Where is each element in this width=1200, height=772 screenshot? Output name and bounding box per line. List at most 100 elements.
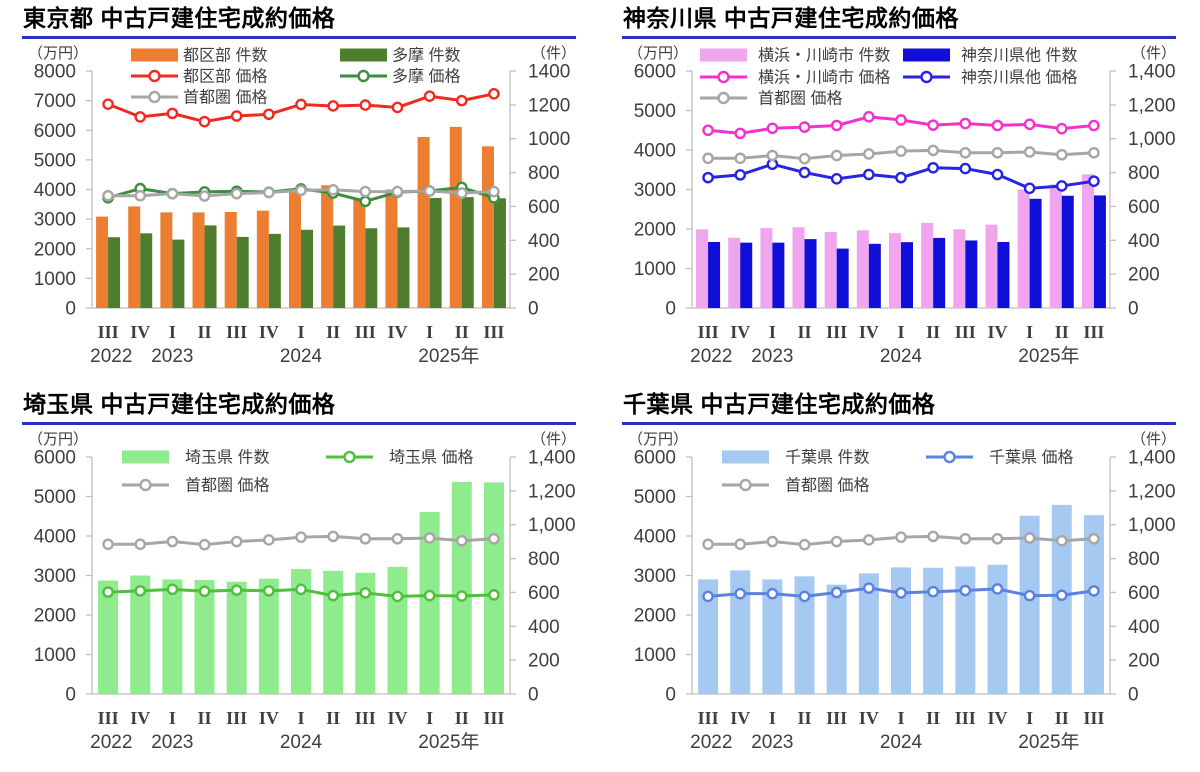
line-series-2 — [702, 144, 1100, 165]
bar-series-0 — [96, 126, 494, 308]
svg-text:IV: IV — [387, 322, 407, 342]
data-point-marker — [423, 589, 436, 602]
data-point-marker — [423, 532, 436, 544]
data-point-marker — [766, 535, 779, 548]
data-point-marker — [927, 119, 939, 131]
chart-title-kanagawa: 神奈川県 中古戸建住宅成約価格 — [623, 5, 959, 31]
data-point-marker — [359, 185, 372, 198]
svg-text:II: II — [926, 708, 940, 728]
svg-text:2022: 2022 — [690, 346, 732, 367]
svg-text:1,000: 1,000 — [1128, 129, 1176, 150]
svg-text:0: 0 — [1128, 299, 1139, 320]
svg-text:1,400: 1,400 — [1128, 62, 1176, 83]
data-point-marker — [295, 184, 307, 197]
legend-bar-swatch — [722, 450, 769, 464]
bar — [792, 227, 805, 308]
data-point-marker — [798, 121, 811, 133]
bar — [353, 199, 366, 308]
bar — [772, 242, 785, 308]
svg-text:6000: 6000 — [634, 448, 676, 469]
data-point-marker — [455, 187, 468, 199]
svg-text:II: II — [455, 322, 469, 342]
data-point-marker — [359, 587, 372, 599]
data-point-marker — [198, 190, 211, 202]
data-point-marker — [959, 146, 972, 159]
legend-line-swatch — [148, 69, 161, 83]
svg-text:III: III — [826, 708, 847, 728]
svg-text:I: I — [426, 322, 433, 342]
data-point-marker — [798, 590, 811, 603]
svg-text:2025年: 2025年 — [418, 345, 479, 367]
data-point-marker — [455, 94, 468, 107]
bar — [417, 137, 430, 308]
bar — [172, 239, 185, 308]
svg-text:II: II — [198, 322, 212, 342]
svg-text:II: II — [1055, 322, 1069, 342]
data-point-marker — [1023, 118, 1036, 131]
svg-text:I: I — [297, 708, 304, 728]
axes: 0 1000 2000 3000 4000 5000 6000 0 200 400 600 800 1,… — [628, 45, 1176, 320]
svg-text:1,400: 1,400 — [528, 448, 576, 469]
data-point-marker — [198, 538, 211, 551]
bar-series-1 — [708, 195, 1106, 308]
chart-title-chiba: 千葉県 中古戸建住宅成約価格 — [623, 391, 936, 417]
svg-text:III: III — [98, 708, 119, 728]
data-point-marker — [702, 124, 714, 137]
svg-text:4000: 4000 — [34, 180, 76, 201]
bar — [1083, 515, 1104, 694]
data-point-marker — [423, 90, 436, 102]
svg-text:2022: 2022 — [690, 732, 732, 753]
title-underline-bar — [22, 422, 576, 425]
svg-text:III: III — [955, 708, 976, 728]
legend-bar-swatch — [340, 48, 387, 62]
bar — [204, 225, 217, 308]
bar — [128, 206, 141, 308]
bar — [933, 237, 946, 308]
bar — [1093, 195, 1106, 308]
svg-text:2022: 2022 — [90, 732, 132, 753]
line-series-1 — [702, 158, 1100, 195]
title-underline-bar — [22, 36, 576, 39]
bar — [955, 566, 976, 694]
data-point-marker — [1088, 585, 1100, 597]
data-point-marker — [134, 189, 147, 202]
svg-text:III: III — [1083, 322, 1104, 342]
data-point-marker — [863, 534, 875, 546]
data-point-marker — [734, 152, 747, 165]
svg-text:1,000: 1,000 — [1128, 515, 1176, 536]
bar — [728, 237, 741, 308]
data-point-marker — [1088, 119, 1100, 132]
svg-text:1,200: 1,200 — [1128, 481, 1176, 502]
bar — [258, 578, 279, 694]
svg-text:I: I — [897, 708, 904, 728]
svg-text:千葉県 件数: 千葉県 件数 — [785, 449, 869, 467]
data-point-marker — [830, 535, 843, 548]
data-point-marker — [134, 111, 147, 123]
data-point-marker — [327, 530, 339, 543]
data-point-marker — [830, 119, 843, 132]
svg-text:1,200: 1,200 — [528, 481, 576, 502]
svg-text:（万円）: （万円） — [628, 431, 688, 448]
legend-bar-swatch — [903, 48, 950, 62]
bar — [760, 228, 773, 308]
svg-text:200: 200 — [528, 651, 560, 672]
bar — [483, 482, 504, 694]
bar — [824, 231, 837, 308]
svg-text:III: III — [483, 708, 504, 728]
bar — [321, 185, 334, 308]
svg-text:III: III — [226, 708, 247, 728]
svg-text:II: II — [926, 322, 940, 342]
line-series-0 — [102, 583, 500, 603]
data-point-marker — [830, 586, 843, 599]
svg-text:600: 600 — [528, 197, 560, 218]
data-point-marker — [488, 185, 500, 198]
svg-text:1000: 1000 — [528, 129, 570, 150]
svg-text:6000: 6000 — [34, 121, 76, 142]
svg-text:（件）: （件） — [1131, 45, 1176, 62]
svg-text:1,200: 1,200 — [1128, 95, 1176, 116]
data-point-marker — [1023, 532, 1036, 544]
legend-bar-swatch — [700, 48, 747, 62]
